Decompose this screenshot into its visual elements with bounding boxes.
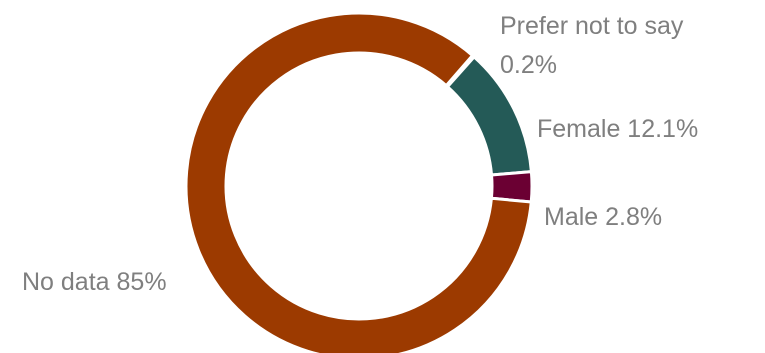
data-label-male: Male 2.8%: [544, 203, 662, 231]
data-label-no-data: No data 85%: [22, 268, 167, 296]
data-label-female: Female 12.1%: [537, 115, 698, 143]
data-label-category: Prefer not to say: [500, 12, 684, 40]
slice-no-data: [184, 11, 533, 353]
data-label-prefer-not-to-say: Prefer not to say 0.2%: [500, 12, 684, 79]
data-label-value: 0.2%: [500, 51, 557, 79]
